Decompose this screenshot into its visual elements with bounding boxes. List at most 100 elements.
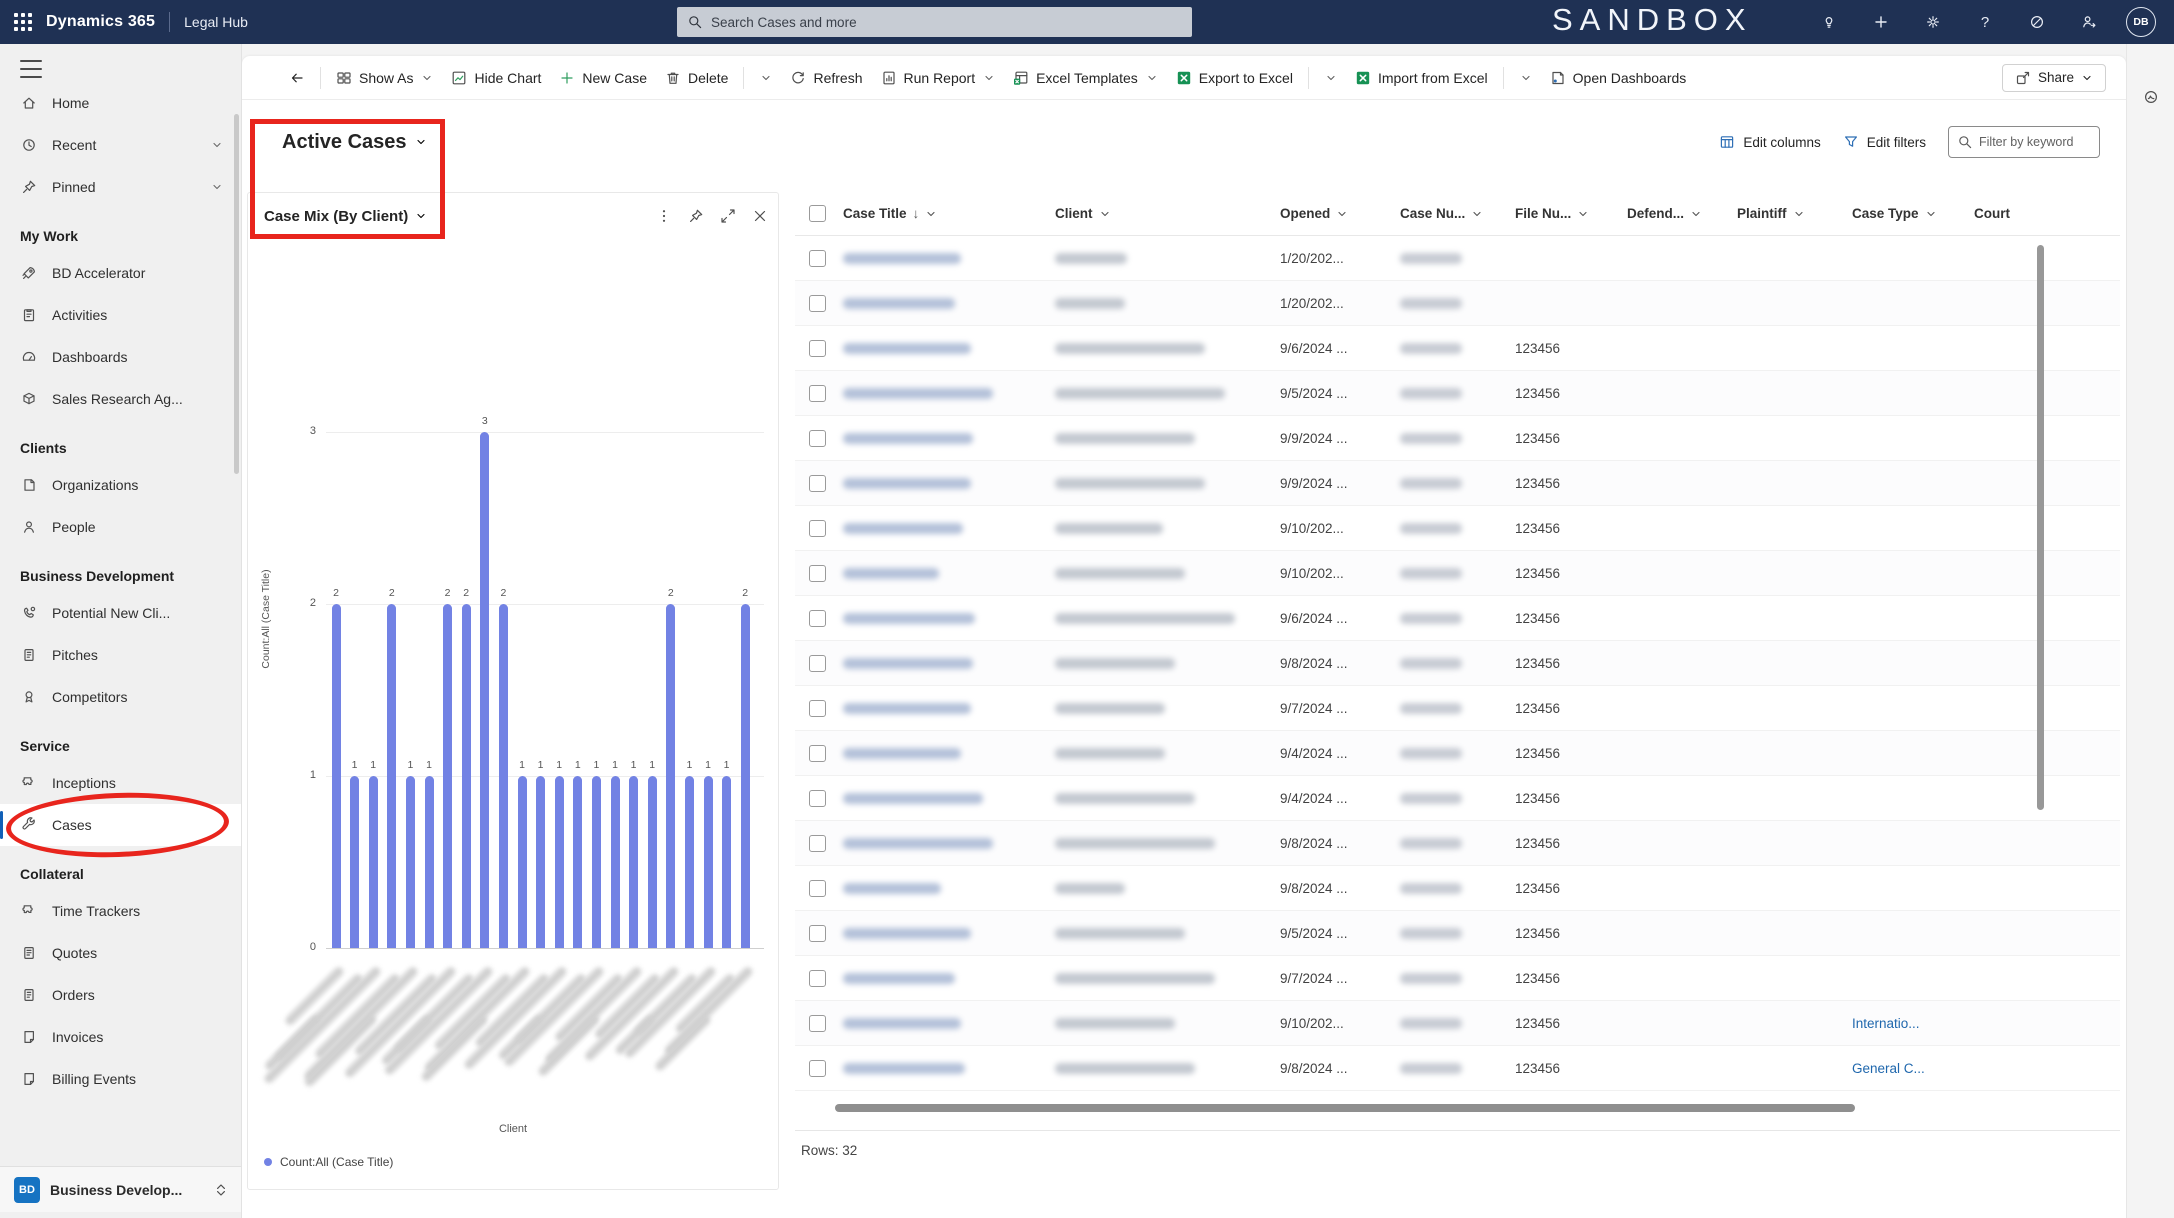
sidebar-item-pitches[interactable]: Pitches xyxy=(0,634,241,676)
table-row[interactable]: 9/7/2024 ... 123456 xyxy=(795,686,2120,731)
column-header-case-nu[interactable]: Case Nu... xyxy=(1400,206,1515,221)
excel-templates-button[interactable]: Excel Templates xyxy=(1004,64,1167,92)
export-to-excel-button[interactable]: Export to Excel xyxy=(1167,64,1302,92)
refresh-button[interactable]: Refresh xyxy=(781,64,871,92)
checkbox[interactable] xyxy=(809,205,826,222)
table-row[interactable]: 9/8/2024 ... 123456 xyxy=(795,866,2120,911)
table-row[interactable]: 9/10/202... 123456 xyxy=(795,551,2120,596)
show-as-button[interactable]: Show As xyxy=(327,64,442,92)
bar[interactable] xyxy=(666,604,676,948)
bar[interactable] xyxy=(480,432,490,948)
sidebar-item-organizations[interactable]: Organizations xyxy=(0,464,241,506)
column-header-opened[interactable]: Opened xyxy=(1280,206,1400,221)
bar[interactable] xyxy=(424,776,434,948)
bar[interactable] xyxy=(405,776,415,948)
bar[interactable] xyxy=(350,776,360,948)
bar[interactable] xyxy=(498,604,508,948)
row-checkbox[interactable] xyxy=(809,924,826,942)
bar[interactable] xyxy=(684,776,694,948)
settings-gear-icon[interactable] xyxy=(1918,7,1948,37)
sidebar-item-cases[interactable]: Cases xyxy=(0,804,241,846)
run-report-button[interactable]: Run Report xyxy=(872,64,1005,92)
table-row[interactable]: 9/4/2024 ... 123456 xyxy=(795,731,2120,776)
column-header-file-nu[interactable]: File Nu... xyxy=(1515,206,1627,221)
row-checkbox[interactable] xyxy=(809,1014,826,1032)
table-row[interactable]: 9/8/2024 ... 123456 xyxy=(795,641,2120,686)
product-switcher-icon[interactable] xyxy=(2022,7,2052,37)
bar[interactable] xyxy=(387,604,397,948)
bar[interactable] xyxy=(740,604,750,948)
table-row[interactable]: 9/9/2024 ... 123456 xyxy=(795,416,2120,461)
import-from-excel-button[interactable]: Import from Excel xyxy=(1346,64,1497,92)
table-row[interactable]: 9/6/2024 ... 123456 xyxy=(795,326,2120,371)
back-button[interactable] xyxy=(280,64,314,92)
export-overflow-button[interactable] xyxy=(1315,66,1346,90)
table-row[interactable]: 9/5/2024 ... 123456 xyxy=(795,911,2120,956)
sidebar-item-potential-new-clients[interactable]: Potential New Cli... xyxy=(0,592,241,634)
case-type-link[interactable]: General C... xyxy=(1852,1060,1925,1076)
row-checkbox[interactable] xyxy=(809,834,826,852)
sidebar-item-bd-accelerator[interactable]: BD Accelerator xyxy=(0,252,241,294)
import-overflow-button[interactable] xyxy=(1510,66,1541,90)
grid-vertical-scrollbar[interactable] xyxy=(2037,245,2044,810)
close-chart-icon[interactable] xyxy=(752,208,768,224)
help-question-icon[interactable]: ? xyxy=(1980,13,1990,31)
row-checkbox[interactable] xyxy=(809,249,826,267)
row-checkbox[interactable] xyxy=(809,429,826,447)
user-avatar[interactable]: DB xyxy=(2126,7,2156,37)
table-row[interactable]: 9/6/2024 ... 123456 xyxy=(795,596,2120,641)
sidebar-item-dashboards[interactable]: Dashboards xyxy=(0,336,241,378)
table-row[interactable]: 9/10/202... 123456 Internatio... xyxy=(795,1001,2120,1046)
column-header-defend[interactable]: Defend... xyxy=(1627,206,1737,221)
sidebar-item-home[interactable]: Home xyxy=(0,82,241,124)
table-row[interactable]: 9/4/2024 ... 123456 xyxy=(795,776,2120,821)
sidebar-item-billing-events[interactable]: Billing Events xyxy=(0,1058,241,1100)
row-checkbox[interactable] xyxy=(809,564,826,582)
edit-columns-button[interactable]: Edit columns xyxy=(1719,134,1821,150)
row-checkbox[interactable] xyxy=(809,519,826,537)
sidebar-item-orders[interactable]: Orders xyxy=(0,974,241,1016)
bar[interactable] xyxy=(722,776,732,948)
sidebar-item-recent[interactable]: Recent xyxy=(0,124,241,166)
keyword-filter-box[interactable] xyxy=(1948,126,2100,158)
row-checkbox[interactable] xyxy=(809,789,826,807)
sidebar-item-inceptions[interactable]: Inceptions xyxy=(0,762,241,804)
delete-button[interactable]: Delete xyxy=(656,64,737,92)
delete-overflow-button[interactable] xyxy=(750,66,781,90)
row-checkbox[interactable] xyxy=(809,969,826,987)
sidebar-item-pinned[interactable]: Pinned xyxy=(0,166,241,208)
app-area-name[interactable]: Legal Hub xyxy=(184,14,248,30)
bar[interactable] xyxy=(368,776,378,948)
app-switcher[interactable]: BD Business Develop... xyxy=(0,1166,241,1212)
column-header-case-type[interactable]: Case Type xyxy=(1852,206,1974,221)
bar[interactable] xyxy=(629,776,639,948)
bar[interactable] xyxy=(517,776,527,948)
row-checkbox[interactable] xyxy=(809,294,826,312)
dynamics-365-logo[interactable]: Dynamics 365 xyxy=(46,13,156,30)
bar[interactable] xyxy=(461,604,471,948)
pin-chart-icon[interactable] xyxy=(688,208,704,224)
grid-horizontal-scrollbar[interactable] xyxy=(835,1104,1855,1112)
bar[interactable] xyxy=(610,776,620,948)
case-type-link[interactable]: Internatio... xyxy=(1852,1015,1920,1031)
bar[interactable] xyxy=(443,604,453,948)
column-header-plaintiff[interactable]: Plaintiff xyxy=(1737,206,1852,221)
row-checkbox[interactable] xyxy=(809,744,826,762)
row-checkbox[interactable] xyxy=(809,339,826,357)
row-checkbox[interactable] xyxy=(809,384,826,402)
table-row[interactable]: 9/8/2024 ... 123456 General C... xyxy=(795,1046,2120,1091)
row-checkbox[interactable] xyxy=(809,474,826,492)
bar[interactable] xyxy=(591,776,601,948)
edit-filters-button[interactable]: Edit filters xyxy=(1843,134,1926,150)
column-header-court[interactable]: Court xyxy=(1974,206,2120,221)
table-row[interactable]: 1/20/202... xyxy=(795,281,2120,326)
sidebar-item-time-trackers[interactable]: Time Trackers xyxy=(0,890,241,932)
bar[interactable] xyxy=(703,776,713,948)
sidebar-item-quotes[interactable]: Quotes xyxy=(0,932,241,974)
quick-create-plus-icon[interactable] xyxy=(1866,7,1896,37)
more-commands-icon[interactable] xyxy=(656,208,672,224)
table-row[interactable]: 9/8/2024 ... 123456 xyxy=(795,821,2120,866)
row-checkbox[interactable] xyxy=(809,699,826,717)
global-search-input[interactable] xyxy=(711,14,1182,30)
table-row[interactable]: 1/20/202... xyxy=(795,236,2120,281)
